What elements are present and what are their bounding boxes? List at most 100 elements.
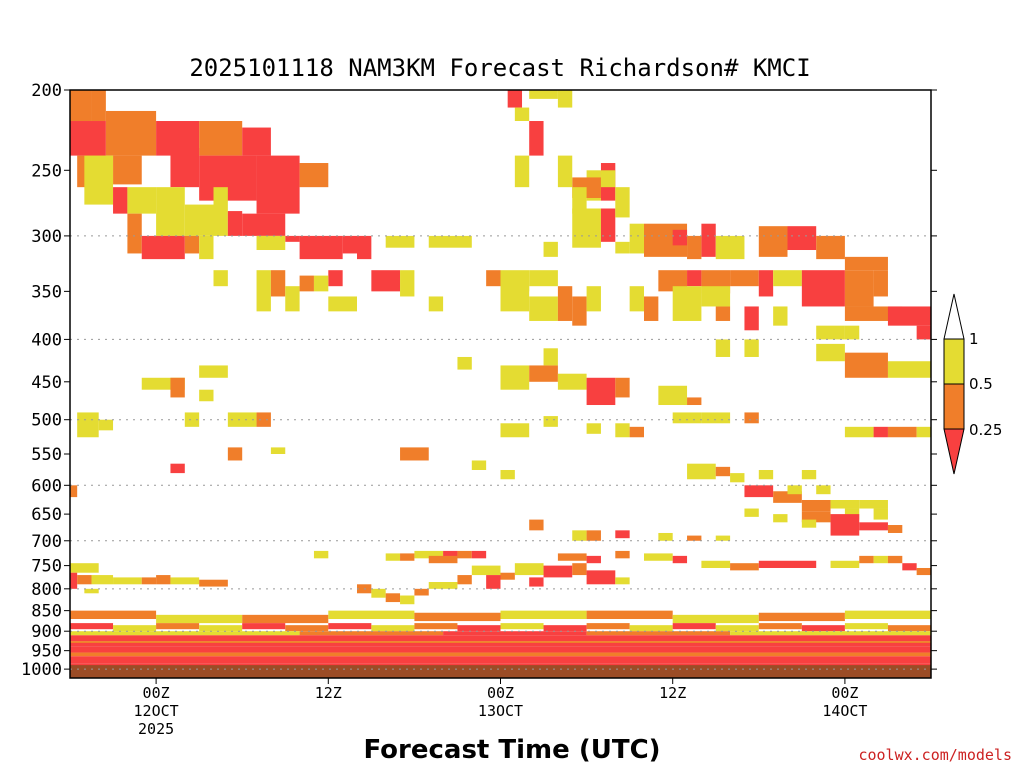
heatmap-cell <box>486 270 501 287</box>
heatmap-cell <box>328 270 343 287</box>
heatmap-cell <box>70 641 931 644</box>
heatmap-cell <box>859 522 888 531</box>
heatmap-cell <box>687 535 702 541</box>
y-tick-label: 350 <box>31 282 62 302</box>
heatmap-cell <box>672 555 688 564</box>
heatmap-cell <box>184 235 200 254</box>
heatmap-cell <box>887 306 931 326</box>
colorbar-segment-mid <box>943 383 965 430</box>
heatmap-cell <box>213 270 228 287</box>
x-axis-label: Forecast Time (UTC) <box>363 735 660 765</box>
y-tick-label: 550 <box>31 445 62 465</box>
heatmap-cell <box>113 187 128 214</box>
heatmap-cell <box>84 588 99 594</box>
heatmap-cell <box>457 356 472 370</box>
heatmap-cell <box>70 563 99 573</box>
heatmap-cell <box>758 270 774 297</box>
x-tick-label: 14OCT <box>822 702 867 720</box>
heatmap-cell <box>170 463 185 474</box>
heatmap-cell <box>256 270 271 312</box>
heatmap-cell <box>801 519 817 528</box>
heatmap-cell <box>902 563 917 571</box>
y-tick-label: 200 <box>31 81 62 101</box>
heatmap-cell <box>787 485 802 495</box>
heatmap-cell <box>385 553 401 561</box>
heatmap-cell <box>816 325 845 340</box>
heatmap-cell <box>457 575 472 585</box>
heatmap-cell <box>199 235 214 260</box>
heatmap-cell <box>715 535 731 541</box>
heatmap-cell <box>514 563 544 576</box>
heatmap-cell <box>844 352 888 378</box>
colorbar-label: 1 <box>969 330 979 348</box>
heatmap-cell <box>113 155 142 185</box>
heatmap-cell <box>744 306 759 331</box>
heatmap-cell <box>199 121 243 156</box>
heatmap-cell <box>184 204 214 236</box>
x-tick-label: 00Z <box>831 684 858 702</box>
heatmap-cell <box>672 614 759 624</box>
heatmap-cell <box>242 623 286 630</box>
heatmap-cell <box>70 121 106 156</box>
colorbar-segment-high <box>943 338 965 385</box>
heatmap-cell <box>658 270 688 292</box>
heatmap-cell <box>156 575 171 585</box>
heatmap-cell <box>156 187 185 236</box>
heatmap-cell <box>70 610 157 620</box>
heatmap-cell <box>500 623 544 630</box>
heatmap-cell <box>213 187 228 236</box>
y-tick-label: 300 <box>31 227 62 247</box>
heatmap-cell <box>84 155 114 205</box>
heatmap-cell <box>500 365 530 390</box>
heatmap-cell <box>70 90 92 122</box>
heatmap-cell <box>715 235 745 260</box>
y-tick-label: 650 <box>31 505 62 525</box>
heatmap-cell <box>543 565 573 578</box>
heatmap-cell <box>141 377 185 390</box>
heatmap-cell <box>844 426 874 438</box>
heatmap-cell <box>844 623 888 630</box>
heatmap-cell <box>543 416 558 427</box>
heatmap-cell <box>873 508 888 520</box>
heatmap-cell <box>687 397 702 406</box>
heatmap-cell <box>70 643 931 647</box>
x-tick-label: 12Z <box>315 684 342 702</box>
heatmap-cell <box>500 423 530 438</box>
y-tick-label: 500 <box>31 411 62 431</box>
heatmap-cell <box>730 563 759 571</box>
heatmap-cell <box>715 306 731 321</box>
heatmap-cell <box>328 623 372 630</box>
heatmap-cell <box>256 412 271 427</box>
heatmap-cell <box>199 389 214 402</box>
heatmap-cell <box>170 148 200 188</box>
heatmap-cell <box>816 343 845 362</box>
heatmap-cell <box>428 582 458 589</box>
heatmap-cell <box>572 563 587 576</box>
heatmap-cell <box>127 187 157 214</box>
heatmap-cell <box>572 530 587 541</box>
heatmap-cell <box>199 579 228 587</box>
heatmap-cell <box>156 614 243 624</box>
colorbar: 1 0.5 0.25 <box>943 293 1002 475</box>
heatmap-cell <box>715 466 731 477</box>
heatmap-cell <box>529 90 558 99</box>
heatmap-cell <box>385 593 401 603</box>
heatmap-cell <box>701 560 731 568</box>
heatmap-cell <box>844 610 931 620</box>
heatmap-cell <box>672 412 702 424</box>
heatmap-cell <box>586 623 630 630</box>
heatmap-cell <box>70 663 931 667</box>
y-tick-label: 800 <box>31 580 62 600</box>
heatmap-cell <box>629 625 673 632</box>
heatmap-cell <box>615 241 630 254</box>
heatmap-cell <box>572 208 601 248</box>
heatmap-cell <box>758 560 788 568</box>
heatmap-cell <box>586 530 601 541</box>
heatmap-cell <box>443 550 458 559</box>
heatmap-cell <box>844 325 860 340</box>
heatmap-cell <box>887 625 931 632</box>
heatmap-cell <box>615 550 630 559</box>
heatmap-cell <box>543 625 587 632</box>
heatmap-cell <box>873 426 888 438</box>
